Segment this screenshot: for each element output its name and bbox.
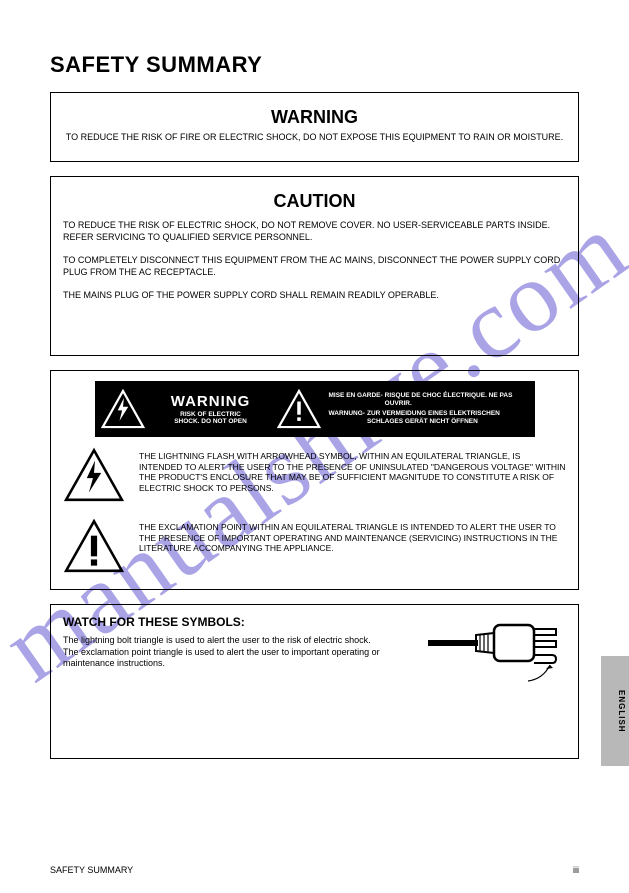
footer-right: iii — [573, 865, 579, 875]
symbol-explanation-box: WARNING RISK OF ELECTRIC SHOCK. DO NOT O… — [50, 370, 579, 590]
exclamation-symbol-row: THE EXCLAMATION POINT WITHIN AN EQUILATE… — [63, 518, 566, 579]
watch-symbols-box: WATCH FOR THESE SYMBOLS: The lightning b… — [50, 604, 579, 759]
warning-heading: WARNING — [63, 107, 566, 128]
lightning-triangle-icon — [63, 447, 133, 508]
exclamation-triangle-icon — [63, 518, 133, 579]
caution-box: CAUTION TO REDUCE THE RISK OF ELECTRIC S… — [50, 176, 579, 356]
side-language-tab: ENGLISH — [604, 660, 626, 762]
warning-text: TO REDUCE THE RISK OF FIRE OR ELECTRIC S… — [63, 132, 566, 143]
warnung-text: ZUR VERMEIDUNG EINES ELEKTRISCHEN SCHLAG… — [367, 410, 531, 426]
watch-symbols-text: The lightning bolt triangle is used to a… — [63, 635, 423, 670]
mise-label: MISE EN GARDE- — [329, 392, 383, 408]
page-title: SAFETY SUMMARY — [50, 52, 579, 78]
lightning-symbol-text: THE LIGHTNING FLASH WITH ARROWHEAD SYMBO… — [133, 447, 566, 494]
warnung-label: WARNUNG- — [329, 410, 365, 426]
label-warning-word: WARNING — [171, 393, 251, 410]
page-footer: SAFETY SUMMARY iii — [50, 865, 579, 875]
black-warning-label: WARNING RISK OF ELECTRIC SHOCK. DO NOT O… — [95, 381, 535, 437]
exclamation-triangle-small — [271, 381, 327, 437]
label-sub2: SHOCK. DO NOT OPEN — [174, 418, 247, 425]
page-content: SAFETY SUMMARY WARNING TO REDUCE THE RIS… — [0, 0, 629, 813]
lightning-triangle-small — [95, 381, 151, 437]
footer-left: SAFETY SUMMARY — [50, 865, 133, 875]
label-sub1: RISK OF ELECTRIC — [180, 411, 241, 418]
caution-heading: CAUTION — [63, 191, 566, 212]
warning-box: WARNING TO REDUCE THE RISK OF FIRE OR EL… — [50, 92, 579, 162]
mise-text: RISQUE DE CHOC ÉLECTRIQUE. NE PAS OUVRIR… — [385, 392, 531, 408]
plug-illustration — [428, 613, 568, 688]
lightning-symbol-row: THE LIGHTNING FLASH WITH ARROWHEAD SYMBO… — [63, 447, 566, 508]
caution-text: TO REDUCE THE RISK OF ELECTRIC SHOCK, DO… — [63, 220, 566, 302]
exclamation-symbol-text: THE EXCLAMATION POINT WITHIN AN EQUILATE… — [133, 518, 566, 554]
